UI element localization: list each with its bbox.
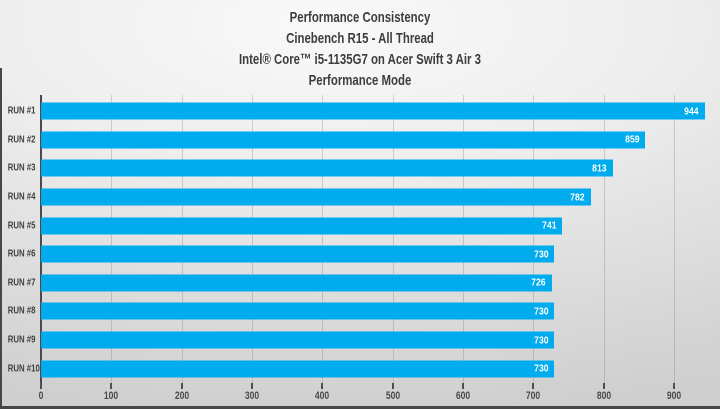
y-axis-line (40, 95, 42, 389)
gridline (673, 95, 675, 383)
gridline (392, 95, 394, 383)
category-label: RUN #10 (7, 363, 40, 375)
value-label: 813 (592, 162, 607, 175)
axis-tick-label: 900 (666, 390, 682, 402)
axis-tick (250, 383, 253, 389)
value-label: 730 (534, 362, 549, 375)
bar: 859 (41, 131, 646, 149)
axis-tick (461, 383, 464, 389)
value-label: 859 (624, 133, 640, 146)
bar-row: RUN #6 730 (0, 240, 720, 269)
axis-tick-label: 600 (455, 390, 471, 402)
gridlines (41, 95, 719, 383)
bar-row: RUN #7 726 (0, 269, 720, 298)
bar: 944 (41, 102, 705, 120)
bar-row: RUN #2 859 (0, 126, 720, 155)
bar-row: RUN #10 730 (0, 354, 720, 383)
value-label: 730 (534, 305, 549, 318)
bar: 730 (41, 331, 555, 349)
chart-title-line-4: Performance Mode (308, 72, 412, 89)
value-label: 730 (534, 334, 549, 347)
category-label: RUN #3 (7, 162, 36, 174)
category-label: RUN #5 (7, 220, 36, 232)
bar-row: RUN #9 730 (0, 326, 720, 355)
axis-tick-label: 0 (38, 390, 44, 402)
bar-row: RUN #8 730 (0, 297, 720, 326)
axis-tick (672, 383, 675, 389)
bar-row: RUN #1 944 (0, 97, 720, 126)
gridline (251, 95, 253, 383)
category-label: RUN #9 (7, 334, 36, 346)
bar: 782 (41, 188, 591, 206)
chart-title-line-3: Intel® Core™ i5-1135G7 on Acer Swift 3 A… (239, 51, 481, 68)
axis-tick (532, 383, 535, 389)
axis-tick (391, 383, 394, 389)
bar-row: RUN #5 741 (0, 211, 720, 240)
gridline (462, 95, 464, 383)
value-label: 730 (534, 248, 549, 261)
frame-bottom-border (0, 406, 720, 409)
category-label: RUN #1 (7, 105, 36, 117)
bar-row: RUN #3 813 (0, 154, 720, 183)
axis-tick-label: 800 (596, 390, 611, 402)
gridline (322, 95, 324, 383)
x-axis-tick-labels: 0 100 200 300 400 500 600 700 800 900 (39, 390, 719, 404)
x-axis-ticks (40, 383, 719, 389)
bar: 730 (41, 302, 555, 320)
bar: 730 (41, 360, 555, 378)
gridline (111, 95, 113, 383)
axis-tick-label: 700 (526, 390, 541, 402)
bar: 726 (41, 274, 552, 292)
value-label: 782 (570, 191, 585, 204)
chart-title: Performance Consistency Cinebench R15 - … (0, 7, 720, 91)
bar: 741 (41, 217, 563, 235)
category-label: RUN #4 (7, 191, 36, 203)
bar-rows: RUN #1 944 RUN #2 859 RUN #3 813 RUN #4 782 RUN … (0, 97, 720, 383)
bar-row: RUN #4 782 (0, 183, 720, 212)
axis-tick-label: 300 (244, 390, 260, 402)
axis-tick (321, 383, 324, 389)
axis-tick (40, 383, 42, 389)
axis-tick-label: 400 (315, 390, 330, 402)
chart-title-line-1: Performance Consistency (289, 9, 431, 26)
axis-tick (110, 383, 113, 389)
gridline (181, 95, 183, 383)
value-label: 726 (531, 276, 546, 289)
axis-tick-label: 500 (385, 390, 400, 402)
bar: 730 (41, 245, 555, 263)
value-label: 944 (684, 105, 699, 118)
bar: 813 (41, 159, 613, 177)
category-label: RUN #2 (7, 134, 36, 146)
category-label: RUN #6 (7, 248, 36, 260)
gridline (603, 95, 605, 383)
chart-title-line-2: Cinebench R15 - All Thread (286, 30, 434, 47)
axis-tick-label: 200 (174, 390, 189, 402)
gridline (533, 95, 535, 383)
category-label: RUN #8 (7, 305, 36, 317)
value-label: 741 (541, 219, 557, 232)
axis-tick-label: 100 (104, 390, 119, 402)
frame-left-border (0, 68, 2, 409)
axis-tick (180, 383, 183, 389)
axis-tick (602, 383, 605, 389)
category-label: RUN #7 (7, 277, 36, 289)
